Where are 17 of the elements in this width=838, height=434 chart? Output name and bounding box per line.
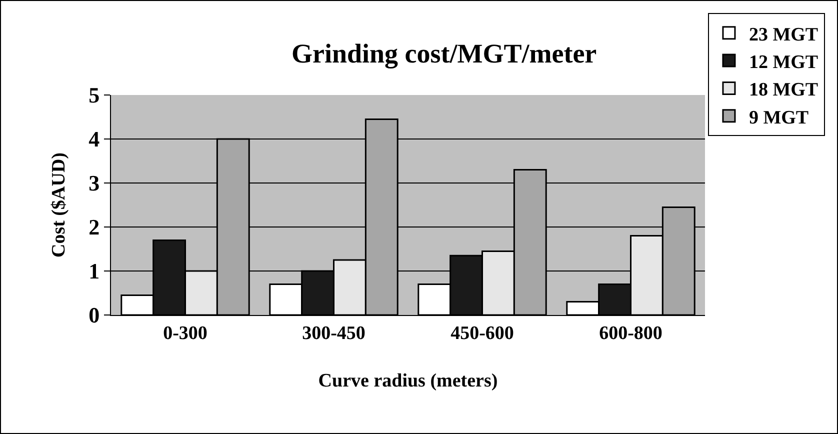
legend-label: 12 MGT [748, 52, 818, 73]
x-tick-label: 300-450 [302, 322, 366, 344]
y-tick-label: 5 [88, 82, 100, 108]
x-tick-label: 450-600 [450, 322, 514, 344]
y-tick-label: 0 [88, 302, 100, 328]
y-tick-label: 2 [88, 214, 100, 240]
legend-label: 23 MGT [748, 24, 818, 46]
chart-title: Grinding cost/MGT/meter [291, 38, 597, 68]
y-axis-title: Cost ($AUD) [48, 152, 70, 258]
x-axis-title: Curve radius (meters) [318, 370, 498, 392]
y-tick-label: 4 [88, 126, 100, 152]
y-tick-label: 1 [88, 258, 100, 284]
x-tick-label: 0-300 [163, 322, 208, 344]
y-tick-label: 3 [88, 170, 100, 196]
legend-label: 18 MGT [748, 80, 818, 101]
legend-label: 9 MGT [748, 107, 809, 128]
x-tick-label: 600-800 [599, 322, 662, 344]
